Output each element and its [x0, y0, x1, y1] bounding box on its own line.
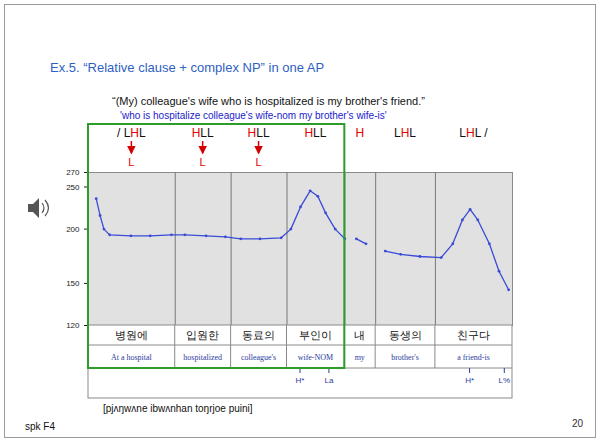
svg-text:병원에: 병원에 — [115, 329, 148, 341]
svg-text:LHL: LHL — [394, 126, 416, 140]
html-text:[pjʌŋwʌne ibwʌnhan toŋrjoe pui: [pjʌŋwʌne ibwʌnhan toŋrjoe puini] — [103, 403, 253, 414]
svg-text:LHL /: LHL / — [459, 126, 488, 140]
svg-text:동생의: 동생의 — [389, 329, 422, 341]
html-text:'who is hospitalize colleague': 'who is hospitalize colleague's wife-nom… — [120, 110, 387, 121]
svg-text:친구다: 친구다 — [457, 329, 490, 341]
html-text:20: 20 — [572, 418, 584, 429]
html-text:spk F4: spk F4 — [25, 421, 55, 432]
svg-text:H*: H* — [465, 376, 474, 385]
svg-text:입원한: 입원한 — [186, 329, 219, 341]
svg-text:colleague's: colleague's — [241, 353, 276, 362]
svg-text:wife-NOM: wife-NOM — [298, 353, 334, 362]
svg-text:HLL: HLL — [248, 126, 270, 140]
svg-text:120: 120 — [66, 321, 80, 330]
svg-text:H: H — [355, 126, 364, 140]
svg-text:부인이: 부인이 — [299, 329, 332, 341]
svg-text:동료의: 동료의 — [242, 329, 275, 341]
svg-text:내: 내 — [354, 329, 365, 341]
svg-text:HLL: HLL — [304, 126, 326, 140]
svg-text:/ LHL: / LHL — [117, 126, 146, 140]
svg-text:a friend-is: a friend-is — [457, 353, 490, 362]
svg-text:270: 270 — [66, 168, 80, 177]
svg-text:brother's: brother's — [391, 353, 419, 362]
svg-text:200: 200 — [66, 225, 80, 234]
svg-text:150: 150 — [66, 279, 80, 288]
svg-text:At a hospital: At a hospital — [111, 353, 153, 362]
svg-text:hospitalized: hospitalized — [183, 353, 222, 362]
svg-text:250: 250 — [66, 183, 80, 192]
svg-text:L: L — [128, 156, 134, 168]
svg-text:H*: H* — [296, 376, 305, 385]
svg-text:HLL: HLL — [192, 126, 214, 140]
html-text:“(My) colleague's wife who is: “(My) colleague's wife who is hospitaliz… — [112, 95, 425, 107]
svg-text:my: my — [355, 353, 365, 362]
svg-text:L: L — [200, 156, 206, 168]
html-text:Ex.5. “Relative clause + compl: Ex.5. “Relative clause + complex NP” in … — [50, 60, 325, 75]
svg-text:L: L — [256, 156, 262, 168]
svg-text:La: La — [324, 376, 333, 385]
svg-text:L%: L% — [499, 376, 511, 385]
